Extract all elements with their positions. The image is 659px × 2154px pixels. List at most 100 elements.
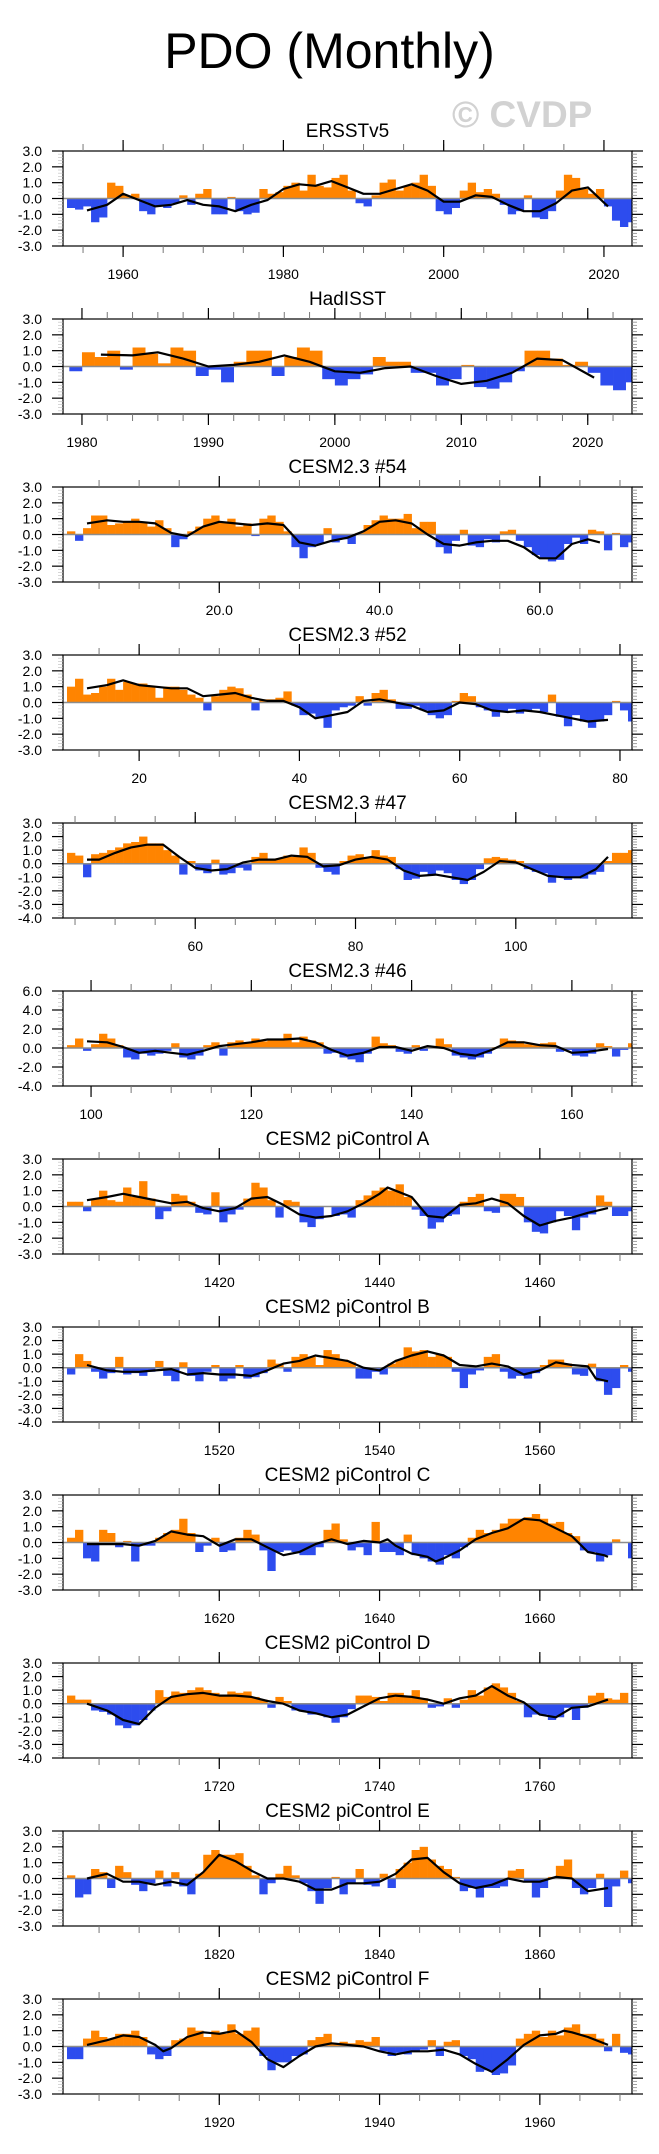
negative-bar [163, 2046, 172, 2056]
positive-bar [155, 1537, 164, 1543]
positive-bar [75, 855, 84, 864]
panel-1: HadISST 3.02.01.00.0-1.0-2.0-3.0 1980 1990 2… [18, 289, 643, 450]
positive-bar [275, 1040, 284, 1048]
positive-bar [203, 518, 212, 535]
x-tick-label: 2020 [572, 434, 603, 450]
positive-bar [203, 2037, 212, 2047]
positive-bar [467, 1537, 477, 1543]
negative-bar [221, 366, 234, 383]
negative-bar [427, 1703, 436, 1708]
panel-5: CESM2.3 #46 6.0 4.0 2.0 0.0 -2.0 -4.0 100 120 140… [18, 961, 643, 1122]
x-tick-label: 1920 [204, 2114, 235, 2130]
negative-bar [243, 1367, 252, 1379]
negative-bar [147, 1542, 156, 1546]
positive-bar [451, 700, 460, 703]
negative-bar [611, 198, 621, 221]
positive-bar [371, 195, 380, 199]
positive-bar [372, 357, 386, 367]
positive-bar [211, 515, 220, 535]
positive-bar [131, 193, 140, 199]
x-tick-label: 20.0 [206, 602, 233, 618]
positive-bar [491, 1354, 501, 1368]
positive-bar [235, 2033, 244, 2047]
negative-bar [587, 1206, 597, 1215]
positive-bar [398, 361, 412, 367]
y-tick-label: -3.0 [18, 574, 42, 590]
positive-bar [515, 1518, 525, 1543]
negative-bar [243, 863, 252, 871]
positive-bar [219, 1695, 228, 1704]
positive-bar [75, 1038, 84, 1048]
positive-bar [587, 529, 597, 535]
negative-bar [291, 534, 300, 548]
positive-bar [115, 847, 124, 864]
positive-bar [267, 1038, 276, 1048]
y-tick-label: -2.0 [18, 1387, 42, 1403]
negative-bar [613, 366, 626, 391]
panel-3: CESM2.3 #52 3.02.01.00.0-1.0-2.0-3.0 20 40 6… [18, 625, 643, 786]
negative-bar [579, 1878, 589, 1895]
positive-bar [139, 836, 148, 864]
negative-bar [587, 702, 597, 728]
positive-bar [219, 1854, 228, 1879]
negative-bar [307, 702, 316, 714]
negative-bar [267, 1703, 276, 1708]
negative-bar [419, 2046, 428, 2050]
positive-bar [443, 1356, 452, 1368]
negative-bar [91, 1542, 100, 1562]
negative-bar [467, 1367, 477, 1375]
positive-bar [539, 1518, 549, 1543]
positive-bar [99, 1529, 108, 1543]
negative-bar [339, 1703, 348, 1718]
negative-bar [499, 1878, 509, 1887]
panel-2: CESM2.3 #54 3.02.01.00.0-1.0-2.0-3.0 20.0 4… [18, 457, 643, 618]
negative-bar [219, 198, 228, 215]
negative-bar [467, 1048, 477, 1060]
positive-bar [115, 523, 124, 535]
positive-bar [331, 1354, 340, 1368]
negative-bar [347, 1048, 356, 1060]
negative-bar [67, 1367, 76, 1375]
negative-bar [419, 863, 428, 872]
negative-bar [395, 1048, 404, 1052]
positive-bar [499, 1193, 509, 1207]
positive-bar [94, 357, 108, 367]
negative-bar [363, 702, 372, 706]
positive-bar [187, 694, 196, 703]
positive-bar [147, 843, 156, 864]
positive-bar [461, 364, 475, 367]
negative-bar [603, 702, 613, 716]
negative-bar [555, 1048, 565, 1052]
negative-bar [99, 1367, 108, 1379]
positive-bar [435, 1865, 444, 1879]
negative-bar [555, 534, 565, 560]
positive-bar [155, 697, 164, 703]
positive-bar [563, 174, 573, 199]
y-tick-label: 0.0 [23, 1871, 43, 1887]
smoothed-line [86, 1037, 609, 1057]
negative-bar [69, 366, 83, 372]
y-tick-label: -4.0 [18, 1078, 42, 1094]
negative-bar [203, 863, 212, 874]
negative-bar [139, 1703, 148, 1720]
y-tick-label: 1.0 [23, 679, 43, 695]
negative-bar [423, 366, 437, 373]
positive-bar [291, 856, 300, 864]
y-tick-label: 0.0 [23, 1199, 43, 1215]
positive-bar [211, 1850, 220, 1879]
positive-bar [123, 2033, 132, 2047]
negative-bar [299, 702, 308, 716]
y-tick-label: -3.0 [18, 2086, 42, 2102]
y-tick-label: -2.0 [18, 1566, 42, 1582]
negative-bar [547, 1206, 557, 1223]
negative-bar [611, 1878, 621, 1887]
negative-bar [275, 1542, 284, 1552]
negative-bar [603, 198, 613, 207]
y-tick-label: -4.0 [18, 1750, 42, 1766]
negative-bar [179, 1878, 188, 1887]
positive-bar [451, 2040, 460, 2047]
positive-bar [315, 2037, 324, 2047]
positive-bar [91, 1044, 100, 1048]
negative-bar [131, 1703, 140, 1726]
positive-bar [171, 1529, 180, 1543]
